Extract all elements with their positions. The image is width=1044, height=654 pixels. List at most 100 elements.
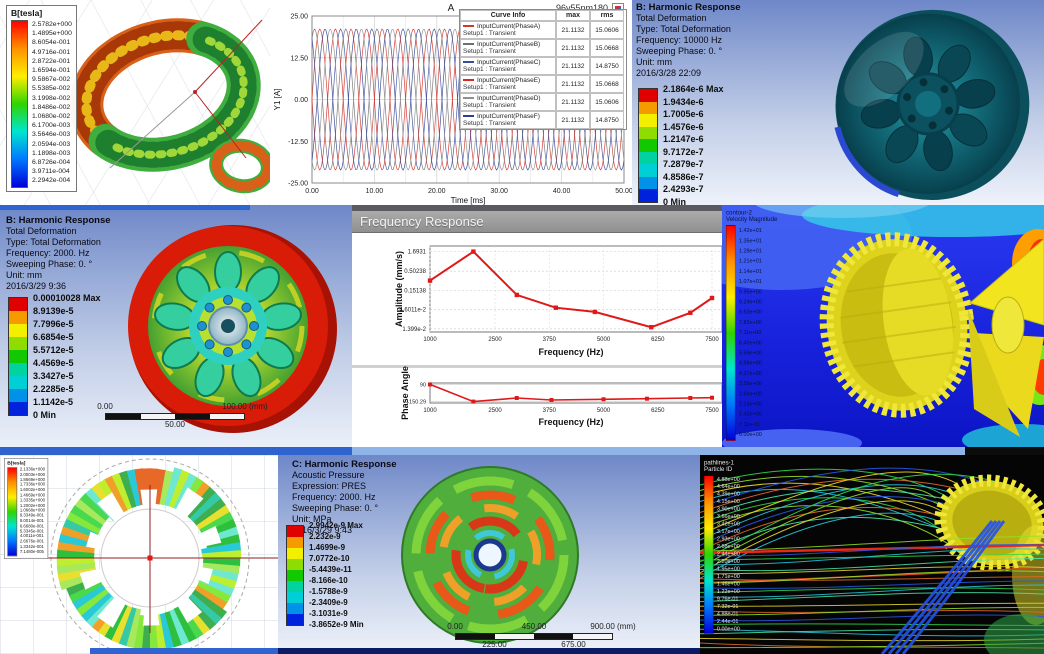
- color-band: [639, 114, 657, 127]
- colorbar-value: 2.68e+00: [716, 543, 740, 550]
- panel-harmonic-10000hz[interactable]: B: Harmonic Response Total Deformation Typ…: [632, 0, 1044, 205]
- panel-particle-streamlines[interactable]: pathlines-1 Particle ID 4.88e+00 4.64e+00 4.…: [700, 455, 1044, 654]
- colorbar-value: 2.1864e-6 Max: [663, 84, 724, 94]
- scale-segment: [573, 634, 612, 639]
- window-title: Frequency Response: [360, 214, 484, 229]
- color-band: [287, 592, 303, 603]
- colorbar-title-line: Particle ID: [704, 465, 733, 473]
- frequency-response-titlebar[interactable]: Frequency Response: [352, 211, 722, 233]
- curve-name-line: InputCurrent(PhaseC): [463, 59, 553, 66]
- frequency-response-canvas: 1.6931 0.50238 0.15138 4.6011e-2 1.399e-2 100…: [352, 245, 722, 427]
- colorbar-value: 1.21e+01: [738, 257, 762, 265]
- colorbar-body: 2.1336e+000 2.0003e+000 1.8669e+000 1.7336e…: [7, 467, 46, 557]
- colorbar-values: 1.42e+01 1.35e+01 1.28e+01 1.21e+01 1.14e+01…: [739, 225, 762, 441]
- curve-name-cell: InputCurrent(PhaseF) Setup1 : Transient: [460, 111, 556, 129]
- panel-maxwell-stator[interactable]: B[tesla] 2.1336e+000 2.0003e+000 1.8669e+00…: [0, 455, 278, 654]
- colorbar-value: 4.88e-01: [716, 610, 739, 617]
- curve-legend-header: Curve Info max rms: [460, 10, 626, 21]
- acoustic-disk-render: [401, 466, 579, 644]
- colorbar-value: 1.4669e+000: [19, 492, 46, 498]
- colorbar-value: 9.76e-01: [716, 595, 739, 602]
- colorbar-value: 7.82e+00: [738, 319, 762, 326]
- colorbar-value: 4.88e+00: [716, 476, 740, 483]
- plot-title: A: [447, 3, 455, 14]
- colorbar-value: 2.9942e-9 Max: [309, 521, 363, 530]
- colorbar-value: -5.4439e-11: [309, 565, 352, 574]
- window-edge-strip: [352, 447, 965, 455]
- colorbar-value: 4.4569e-5: [33, 358, 74, 368]
- scale-segment: [495, 634, 534, 639]
- colorbar-value: 7.0772e-10: [309, 554, 350, 563]
- legend-row: InputCurrent(PhaseE) Setup1 : Transient 21…: [460, 75, 626, 93]
- header-line: Unit: mm: [6, 270, 42, 280]
- panel-current-plot[interactable]: 25.00 12.50 0.00 -12.50 -25.00 0.00 10.00 20.00…: [270, 0, 632, 205]
- colorbar-value: 1.8486e-002: [32, 103, 71, 111]
- result-colorbar: 2.9942e-9 Max 2.232e-9 1.4699e-9 7.0772e-10…: [286, 521, 364, 629]
- svg-text:6250: 6250: [651, 408, 665, 414]
- colorbar-value: 6.40e+00: [738, 339, 762, 346]
- curve-name-cell: InputCurrent(PhaseC) Setup1 : Transient: [460, 57, 556, 75]
- colorbar-value: 2.232e-9: [309, 532, 341, 541]
- color-band: [9, 389, 27, 402]
- curve-setup: Setup1 : Transient: [463, 102, 516, 109]
- colorbar-value: 8.9139e-5: [33, 306, 74, 316]
- panel-harmonic-2000hz[interactable]: B: Harmonic Response Total Deformation Typ…: [0, 205, 352, 455]
- colorbar-value: -3.8652e-9 Min: [309, 620, 364, 629]
- result-colorbar: 2.1864e-6 Max 1.9434e-6 1.7005e-6 1.4576e-6…: [638, 84, 724, 205]
- colorbar-value: 7.11e-01: [738, 421, 760, 428]
- legend-row: InputCurrent(PhaseF) Setup1 : Transient 21…: [460, 111, 626, 129]
- svg-text:1.399e-2: 1.399e-2: [402, 327, 426, 333]
- curve-max: 21.1132: [556, 57, 590, 75]
- svg-text:-12.50: -12.50: [288, 139, 308, 146]
- scale-label: 50.00: [164, 420, 186, 429]
- color-band: [639, 101, 657, 114]
- colorbar-value: 1.0680e-002: [32, 113, 71, 121]
- colorbar-value: 1.42e+00: [738, 410, 762, 418]
- panel-acoustic-pressure[interactable]: C: Harmonic Response Acoustic Pressure Exp…: [278, 455, 700, 654]
- svg-text:6250: 6250: [651, 337, 665, 343]
- colorbar-value: 2.2285e-5: [33, 384, 74, 394]
- window-edge-strip: [90, 648, 278, 654]
- scale-bar: [105, 413, 245, 420]
- field-colorbar: B[tesla] 2.5782e+000 1.4895e+000 8.6054e-00…: [6, 5, 77, 192]
- curve-rms: 15.0606: [590, 93, 624, 111]
- scale-ruler: 0.00 450.00 900.00 (mm) 225.00 675.00: [447, 622, 635, 649]
- colorbar-value: 1.9434e-6: [663, 96, 704, 107]
- legend-row: InputCurrent(PhaseB) Setup1 : Transient 21…: [460, 39, 626, 57]
- field-colorbar: B[tesla] 2.1336e+000 2.0003e+000 1.8669e+00…: [4, 458, 49, 559]
- result-colorbar: 0.00010028 Max 8.9139e-5 7.7996e-5 6.6854e-…: [8, 293, 101, 420]
- colorbar-value: 5.5385e-002: [32, 85, 71, 93]
- svg-text:Amplitude (mm/s): Amplitude (mm/s): [394, 251, 404, 327]
- colorbar-body: 1.42e+01 1.35e+01 1.28e+01 1.21e+01 1.14e+01…: [726, 225, 777, 441]
- colorbar-value: 7.11e+00: [738, 329, 762, 336]
- scale-label: 0.00: [447, 622, 463, 631]
- panel-frequency-response[interactable]: Frequency Response 1.6931 0.50238 0.15138 4…: [352, 205, 722, 455]
- svg-text:2500: 2500: [488, 408, 502, 414]
- panel-maxwell-torus[interactable]: B[tesla] 2.5782e+000 1.4895e+000 8.6054e-00…: [0, 0, 270, 205]
- colorbar-body: 2.5782e+000 1.4895e+000 8.6054e-001 4.9716e…: [11, 20, 72, 188]
- wheel-render-teal: [831, 6, 1030, 202]
- colorbar-value: 4.64e+00: [716, 483, 740, 490]
- svg-text:3750: 3750: [543, 337, 557, 343]
- colorbar-value: 1.4699e-9: [309, 543, 346, 552]
- colorbar-value: 9.5867e-002: [32, 76, 71, 84]
- svg-text:5000: 5000: [597, 408, 611, 414]
- svg-text:20.00: 20.00: [428, 188, 446, 195]
- svg-text:Frequency (Hz): Frequency (Hz): [538, 347, 603, 357]
- curve-color-swatch: [463, 79, 474, 82]
- color-band: [287, 559, 303, 570]
- colorbar-title: B[tesla]: [11, 8, 43, 18]
- colorbar-title: B[tesla]: [7, 459, 26, 466]
- colorbar-value: 9.24e+00: [738, 298, 762, 305]
- panel-cfd-velocity[interactable]: contour-2 Velocity Magnitude 1.42e+01 1.35e…: [722, 205, 1044, 455]
- color-band: [287, 548, 303, 559]
- curve-color-swatch: [463, 25, 474, 28]
- svg-text:7500: 7500: [705, 337, 719, 343]
- header-line: Total Deformation: [636, 13, 707, 23]
- curve-color-swatch: [463, 115, 474, 118]
- colorbar-title-line: contour-2: [726, 209, 752, 216]
- torus-field-render: [69, 18, 270, 194]
- colorbar-value: 6.6854e-5: [33, 332, 74, 342]
- colorbar-value: 1.14e+01: [738, 268, 762, 275]
- curve-max: 21.1132: [556, 111, 590, 129]
